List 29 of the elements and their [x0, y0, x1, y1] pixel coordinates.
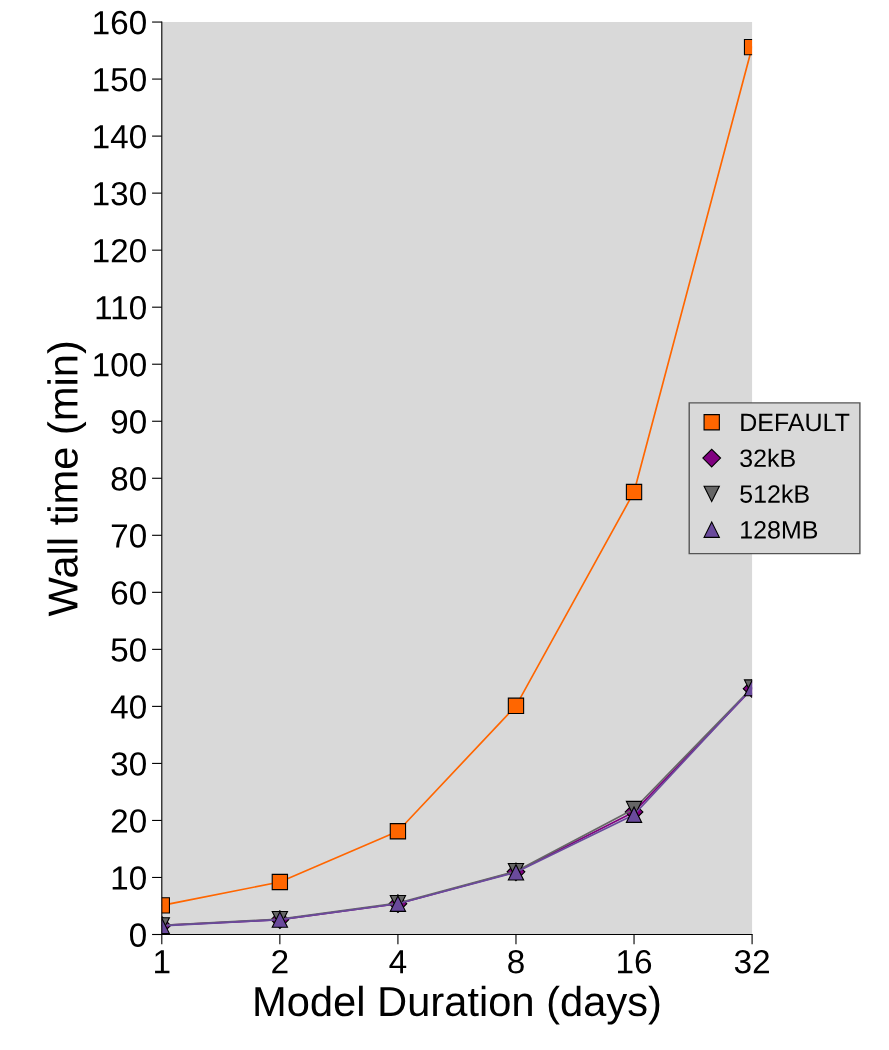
y-tick-label: 10 — [112, 866, 146, 890]
y-tick-label: 140 — [94, 124, 146, 149]
x-axis-title: Model Duration (days) — [255, 985, 660, 1025]
y-tick-label: 150 — [94, 67, 146, 92]
y-tick-label: 130 — [94, 181, 146, 206]
y-tick-label: 0 — [129, 923, 146, 947]
y-tick-label: 80 — [111, 467, 146, 491]
y-tick-label: 20 — [111, 809, 146, 833]
legend-label: DEFAULT — [741, 413, 850, 432]
legend-label: 512kB — [740, 484, 809, 503]
x-tick-label: 32 — [734, 949, 769, 974]
x-tick-label: 4 — [389, 950, 407, 974]
y-tick-label: 60 — [111, 581, 146, 605]
y-tick-label: 40 — [110, 695, 146, 719]
y-tick-label: 90 — [111, 410, 146, 434]
legend-label: 32kB — [740, 448, 795, 468]
y-tick-label: 120 — [94, 238, 146, 263]
y-tick-label: 160 — [94, 10, 146, 35]
y-tick-label: 110 — [96, 295, 146, 320]
legend-label: 128MB — [741, 520, 818, 539]
y-axis-title: Wall time (min) — [47, 342, 87, 617]
y-tick-label: 70 — [111, 524, 146, 548]
y-tick-label: 50 — [111, 638, 146, 662]
x-tick-label: 2 — [272, 949, 288, 974]
x-tick-label: 8 — [508, 949, 524, 974]
y-tick-label: 100 — [94, 353, 146, 377]
x-tick-label: 16 — [618, 949, 652, 974]
y-tick-label: 30 — [111, 752, 146, 776]
x-tick-label: 1 — [155, 950, 170, 974]
